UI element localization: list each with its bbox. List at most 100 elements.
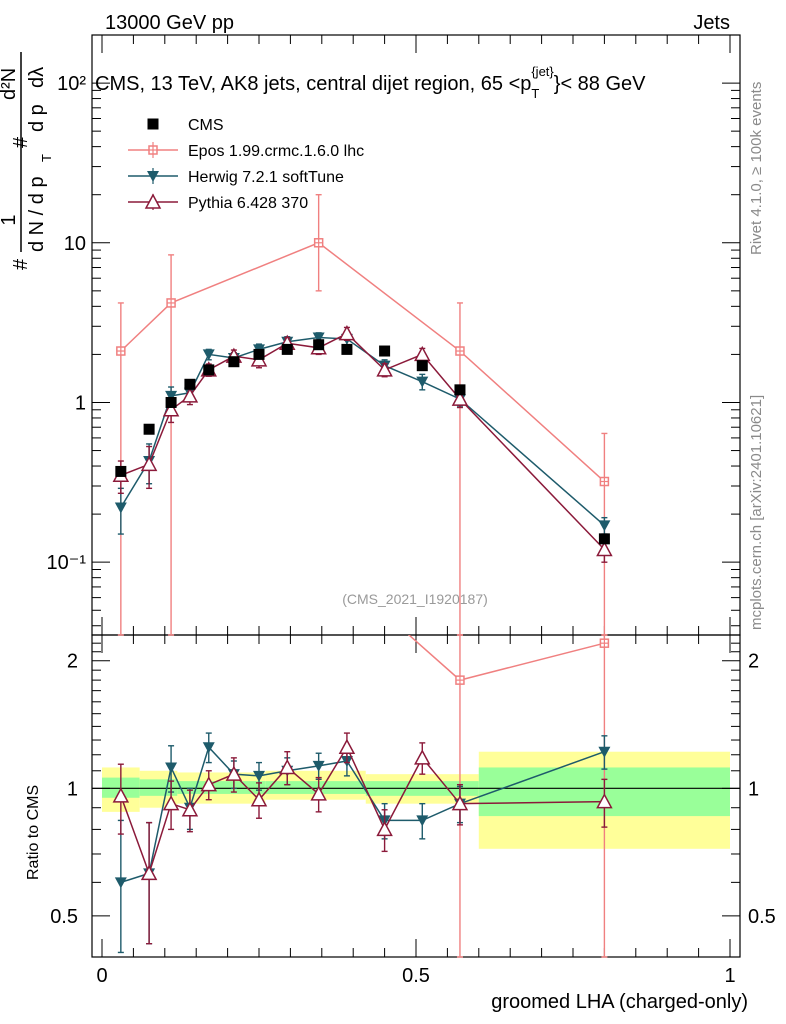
x-tick-label: 1: [724, 965, 735, 987]
pythia-point: [376, 361, 393, 377]
cms-point: [341, 343, 353, 355]
analysis-ref: (CMS_2021_I1920187): [342, 591, 488, 607]
cms-point: [416, 360, 428, 372]
herwig-ratio-point: [202, 742, 215, 754]
legend-marker-epos: [148, 145, 158, 155]
svg-text:T: T: [39, 154, 54, 162]
legend-label-pythia: Pythia 6.428 370: [188, 195, 308, 212]
legend: CMS Epos 1.99.crmc.1.6.0 lhc Herwig 7.2.1 …: [128, 117, 364, 212]
pythia-point: [596, 540, 613, 557]
pythia-ratio-point: [338, 738, 356, 754]
cms-point: [253, 348, 265, 360]
x-axis-label: groomed LHA (charged-only): [491, 991, 748, 1013]
herwig-point: [312, 332, 325, 344]
rivet-label: Rivet 4.1.0, ≥ 100k events: [748, 82, 765, 255]
top-ylabel: # 1 d N / d p T # d²N d p dλ: [0, 52, 54, 270]
ratio-ytick-label: 2: [67, 651, 78, 673]
herwig-ratio-point: [253, 770, 265, 782]
cms-point: [228, 356, 240, 368]
legend-marker-cms: [147, 118, 159, 130]
svg-text:d N / d p: d N / d p: [26, 176, 48, 252]
herwig-point: [114, 502, 127, 514]
epos-point: [455, 346, 465, 356]
pythia-point: [162, 401, 180, 417]
herwig-ratio-point: [114, 877, 127, 889]
bottom-y-ticks: 0.5 0.5 1 1 2 2: [50, 634, 776, 958]
ratio-ytick-label-right: 2: [748, 651, 759, 673]
epos-point: [116, 346, 126, 356]
svg-text:#: #: [10, 136, 32, 148]
cms-point: [115, 465, 127, 477]
ratio-ytick-label-right: 0.5: [748, 906, 776, 928]
header-left: 13000 GeV pp: [105, 12, 234, 34]
top-series: [112, 194, 613, 636]
ratio-ytick-label-right: 1: [748, 778, 759, 800]
band-inner-3: [265, 781, 366, 794]
herwig-ratio-point: [598, 746, 611, 758]
cms-point: [598, 533, 610, 545]
mcplots-label: mcplots.cern.ch [arXiv:2401.10621]: [748, 395, 765, 630]
pythia-ratio-point: [225, 765, 243, 781]
epos-point: [313, 238, 324, 248]
top-y-ticks: 10⁻¹ 1 10 10²: [47, 34, 740, 627]
pythia-ratio-point: [451, 795, 469, 811]
epos-point: [599, 476, 610, 487]
herwig-line: [120, 336, 605, 526]
legend-label-epos: Epos 1.99.crmc.1.6.0 lhc: [188, 143, 364, 160]
pythia-ratio-point: [112, 787, 130, 803]
epos-ratio-point: [599, 638, 610, 648]
ratio-bands: [92, 751, 740, 849]
pythia-point: [181, 387, 199, 403]
herwig-ratio-point: [165, 762, 178, 774]
cms-point: [313, 339, 325, 351]
herwig-point: [202, 349, 215, 361]
cms-point: [281, 343, 293, 355]
top-ytick-label: 10: [64, 233, 86, 255]
bottom-ylabel: Ratio to CMS: [25, 785, 42, 880]
epos-ratio-point: [455, 675, 465, 685]
ratio-ytick-label: 0.5: [50, 906, 78, 928]
pythia-ratio-point: [250, 791, 268, 807]
cms-point: [165, 396, 177, 408]
pythia-line: [120, 332, 605, 551]
pythia-ratio-point: [162, 795, 180, 811]
pythia-ratio-point: [181, 801, 199, 817]
svg-text:#: #: [10, 258, 32, 270]
svg-text:d²N: d²N: [0, 68, 20, 100]
ratio-series: [112, 634, 613, 958]
cms-point: [184, 378, 196, 390]
chart-subtitle: CMS, 13 TeV, AK8 jets, central dijet reg…: [95, 64, 646, 101]
pythia-point: [338, 325, 356, 341]
top-ytick-label: 1: [75, 392, 86, 414]
cms-point: [203, 364, 215, 376]
herwig-point: [598, 520, 611, 532]
pythia-point: [451, 390, 469, 406]
herwig-point: [165, 390, 178, 402]
pythia-ratio-point: [414, 749, 431, 765]
ratio-ytick-label: 1: [67, 778, 78, 800]
cms-point: [379, 345, 391, 357]
legend-label-herwig: Herwig 7.2.1 softTune: [188, 169, 344, 186]
pythia-point: [414, 345, 431, 362]
pythia-point: [140, 455, 158, 472]
herwig-ratio-point: [416, 815, 429, 827]
header-right: Jets: [693, 12, 730, 34]
legend-label-cms: CMS: [188, 117, 224, 134]
pythia-ratio-point: [200, 776, 218, 792]
pythia-ratio-point: [140, 864, 158, 881]
top-ytick-label: 10⁻¹: [47, 552, 87, 574]
pythia-ratio-point: [376, 820, 393, 837]
herwig-ratio-line: [120, 745, 605, 884]
legend-marker-pythia: [144, 193, 162, 209]
legend-marker-herwig: [147, 171, 159, 182]
pythia-ratio-point: [596, 793, 613, 809]
svg-text:dλ: dλ: [26, 67, 48, 88]
pythia-ratio-point: [310, 785, 327, 801]
herwig-point: [416, 376, 429, 388]
cms-point: [454, 384, 466, 396]
svg-text:d p: d p: [26, 104, 48, 132]
epos-line: [120, 241, 605, 483]
epos-ratio-line: [407, 635, 605, 681]
epos-point: [166, 298, 176, 308]
